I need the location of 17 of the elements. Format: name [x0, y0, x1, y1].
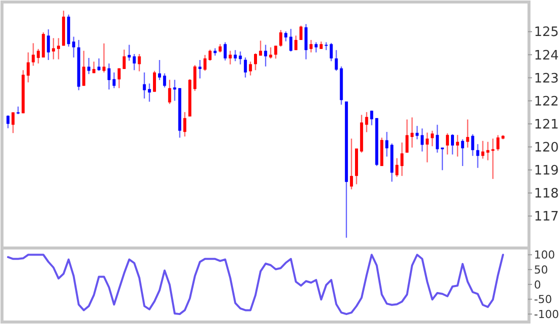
candlestick	[324, 42, 328, 51]
y-tick-label: -100	[534, 308, 559, 321]
y-tick-label: 119	[534, 163, 559, 178]
y-tick-label: 125	[534, 25, 559, 40]
y-tick-label: 50	[534, 263, 548, 276]
y-tick-label: 120	[534, 140, 559, 156]
y-tick-label: 124	[534, 48, 559, 64]
y-tick-label: 100	[534, 248, 555, 262]
candlestick	[299, 25, 302, 41]
y-tick-label: 117	[534, 210, 559, 225]
line-series	[7, 254, 504, 316]
y-tick-label: 0	[534, 278, 541, 292]
y-tick-label: 121	[534, 117, 559, 132]
y-tick-label: 118	[534, 186, 559, 202]
y-tick-label: 123	[534, 71, 559, 86]
y-tick-label: -50	[534, 293, 552, 306]
y-tick-label: 122	[534, 94, 559, 110]
